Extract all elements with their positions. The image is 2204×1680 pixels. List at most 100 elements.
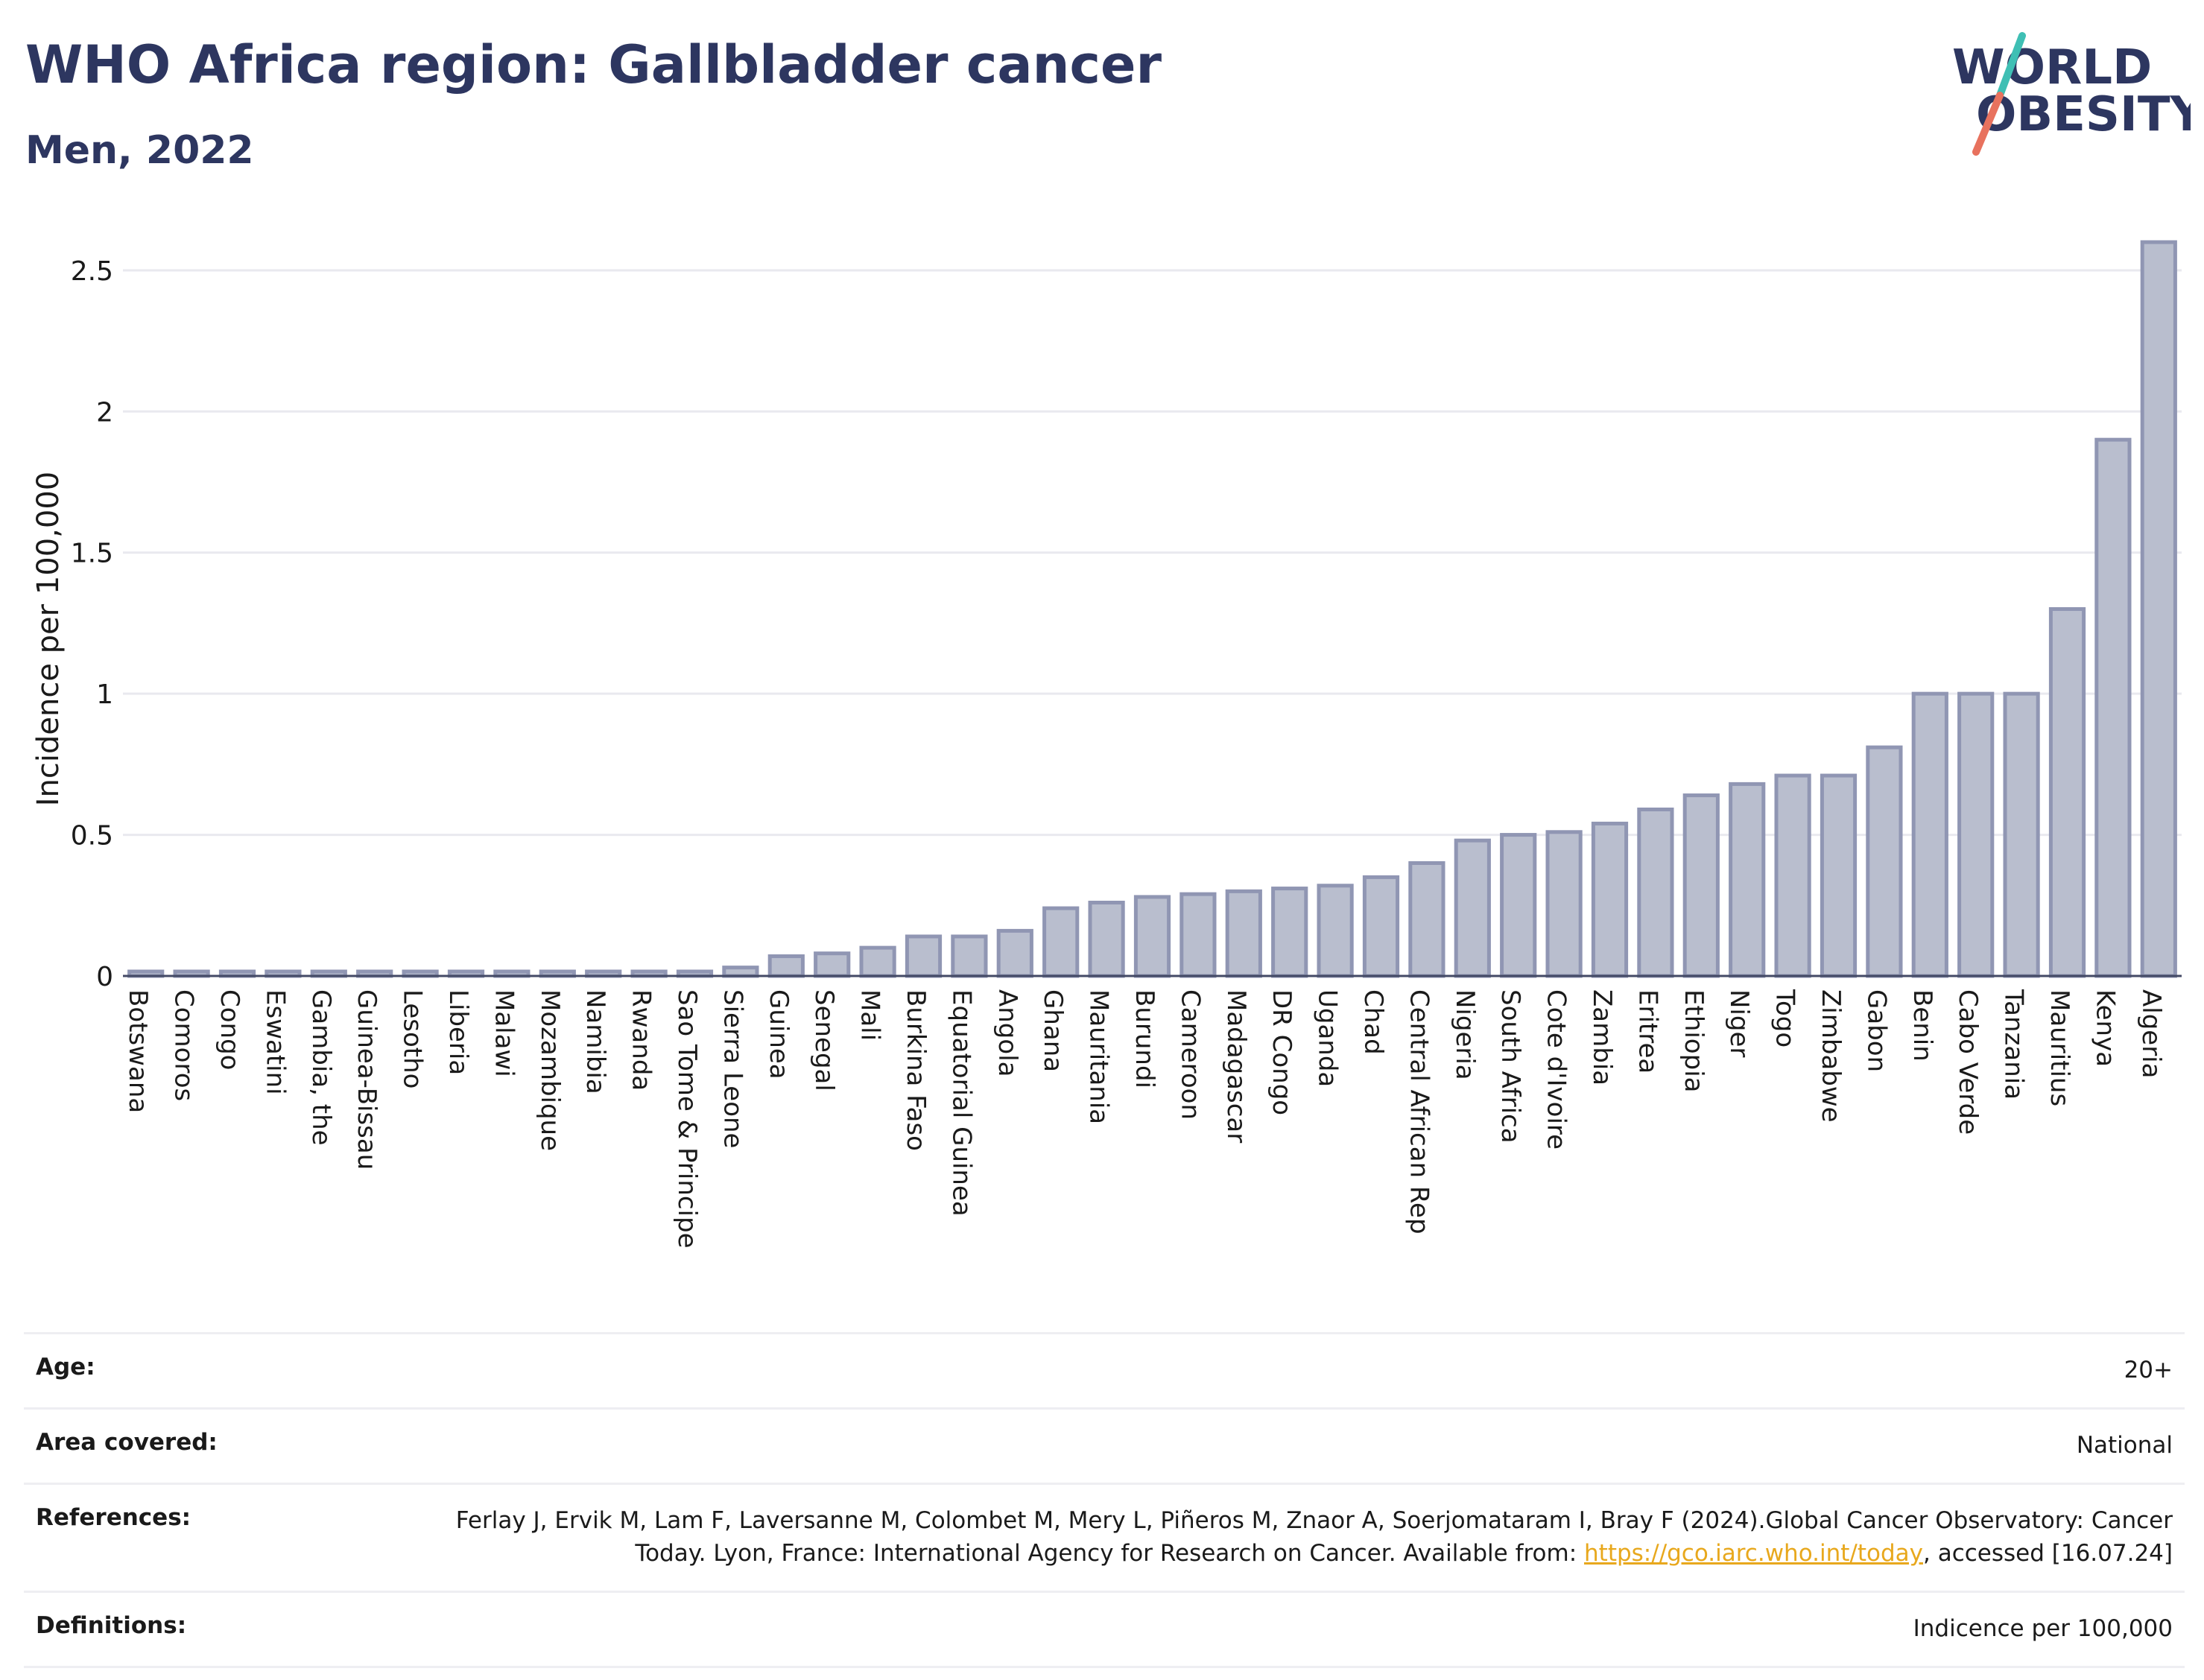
x-tick-label: Ethiopia: [1679, 989, 1709, 1092]
chart-title: WHO Africa region: Gallbladder cancer: [25, 34, 1162, 95]
x-tick-label: Zimbabwe: [1816, 989, 1846, 1123]
bar: [1682, 793, 1720, 978]
y-tick-label: 1.5: [71, 539, 113, 569]
info-value-references: Ferlay J, Ervik M, Lam F, Laversanne M, …: [429, 1504, 2173, 1570]
reference-link[interactable]: https://gco.iarc.who.int/today: [1584, 1540, 1923, 1567]
x-tick-label: DR Congo: [1267, 989, 1296, 1115]
bar: [1820, 773, 1858, 978]
bar: [1408, 860, 1445, 978]
x-tick-label: Eritrea: [1633, 989, 1662, 1074]
x-tick-label: Liberia: [443, 989, 473, 1075]
y-tick-label: 0.5: [71, 821, 113, 852]
bar: [1866, 745, 1903, 978]
x-tick-label: Madagascar: [1221, 989, 1251, 1143]
info-label: References:: [36, 1504, 191, 1531]
bar: [1225, 889, 1262, 978]
logo-slash-coral: [1972, 92, 2004, 156]
reference-accessed: , accessed [16.07.24]: [1922, 1540, 2173, 1567]
bar: [767, 954, 805, 978]
info-table: Age: 20+ Area covered: National Referenc…: [24, 1332, 2185, 1668]
y-tick-label: 1: [96, 679, 113, 710]
bar: [1911, 691, 1948, 978]
x-tick-label: Algeria: [2136, 989, 2166, 1078]
x-tick-label: Chad: [1358, 989, 1388, 1055]
bar: [814, 951, 851, 978]
x-tick-label: Burkina Faso: [901, 989, 931, 1151]
info-label: Area covered:: [36, 1429, 218, 1456]
bar: [1591, 821, 1629, 978]
info-value: 20+: [2124, 1357, 2173, 1383]
x-tick-label: Eswatini: [260, 989, 290, 1095]
x-tick-label: Cote d'Ivoire: [1542, 989, 1571, 1150]
bar: [1454, 838, 1491, 978]
bar: [1729, 782, 1766, 978]
x-tick-label: Lesotho: [398, 989, 428, 1088]
chart-subtitle: Men, 2022: [25, 128, 254, 173]
reference-text: Ferlay J, Ervik M, Lam F, Laversanne M, …: [455, 1507, 2173, 1567]
info-row-definitions: Definitions: Indicence per 100,000: [24, 1591, 2185, 1668]
bar: [1774, 773, 1811, 978]
x-tick-label: Comoros: [169, 989, 199, 1101]
bar: [1088, 901, 1125, 978]
x-tick-label: Mauritania: [1084, 989, 1114, 1124]
bar: [1545, 830, 1583, 978]
bar: [1271, 887, 1308, 978]
bar: [1957, 691, 1995, 978]
x-tick-label: Guinea: [764, 989, 794, 1080]
x-tick-label: Ghana: [1038, 989, 1068, 1072]
x-tick-label: Uganda: [1313, 989, 1343, 1087]
x-tick-label: South Africa: [1495, 989, 1525, 1144]
bar: [951, 934, 988, 978]
info-value: National: [2076, 1432, 2173, 1459]
x-tick-label: Namibia: [580, 989, 610, 1094]
y-tick-label: 2: [96, 397, 113, 428]
logo-slash-teal: [1996, 32, 2026, 99]
bar: [996, 928, 1033, 978]
x-tick-label: Congo: [215, 989, 244, 1070]
bar: [2048, 607, 2086, 978]
bar: [1317, 884, 1354, 978]
x-tick-label: Togo: [1770, 989, 1800, 1047]
x-tick-label: Niger: [1724, 989, 1754, 1057]
bar: [905, 934, 943, 978]
x-tick-label: Tanzania: [1999, 989, 2029, 1100]
x-tick-label: Mali: [855, 989, 885, 1041]
x-tick-label: Sierra Leone: [718, 989, 747, 1148]
x-tick-label: Gabon: [1861, 989, 1891, 1072]
x-tick-label: Equatorial Guinea: [946, 989, 976, 1217]
bar: [1042, 906, 1080, 978]
world-obesity-logo: WORLD OBESITY: [1952, 32, 2191, 156]
bar: [1362, 875, 1400, 978]
logo-text-world: WORLD: [1952, 40, 2152, 95]
info-row-area: Area covered: National: [24, 1407, 2185, 1483]
bar: [2140, 240, 2177, 978]
x-tick-labels: Botswana Comoros Congo Eswatini Gambia, the G…: [123, 989, 2166, 1249]
x-tick-label: Mauritius: [2045, 989, 2074, 1106]
x-tick-label: Nigeria: [1450, 989, 1480, 1080]
y-tick-labels: 0 0.5 1 1.5 2 2.5: [71, 256, 113, 992]
logo-text-obesity: OBESITY: [1976, 87, 2191, 142]
x-tick-label: Rwanda: [627, 989, 656, 1091]
x-tick-label: Burundi: [1130, 989, 1159, 1088]
info-value: Indicence per 100,000: [1913, 1615, 2173, 1642]
x-tick-label: Gambia, the: [306, 989, 336, 1146]
x-tick-label: Kenya: [2090, 989, 2120, 1067]
x-tick-label: Zambia: [1587, 989, 1617, 1085]
bars: [127, 240, 2177, 978]
y-tick-label: 0: [96, 962, 113, 992]
x-tick-label: Benin: [1907, 989, 1937, 1062]
y-tick-label: 2.5: [71, 256, 113, 287]
bar: [722, 966, 759, 978]
x-tick-label: Guinea-Bissau: [352, 989, 381, 1170]
x-tick-label: Cabo Verde: [1953, 989, 1983, 1135]
info-label: Definitions:: [36, 1612, 187, 1639]
info-row-references: References: Ferlay J, Ervik M, Lam F, La…: [24, 1483, 2185, 1591]
x-tick-label: Mozambique: [535, 989, 565, 1151]
x-tick-label: Central African Rep: [1404, 989, 1434, 1234]
info-row-age: Age: 20+: [24, 1332, 2185, 1407]
bar: [1500, 833, 1537, 978]
bar: [1133, 895, 1171, 978]
bar: [2003, 691, 2040, 978]
x-tick-label: Botswana: [123, 989, 153, 1113]
bar: [1179, 892, 1217, 978]
